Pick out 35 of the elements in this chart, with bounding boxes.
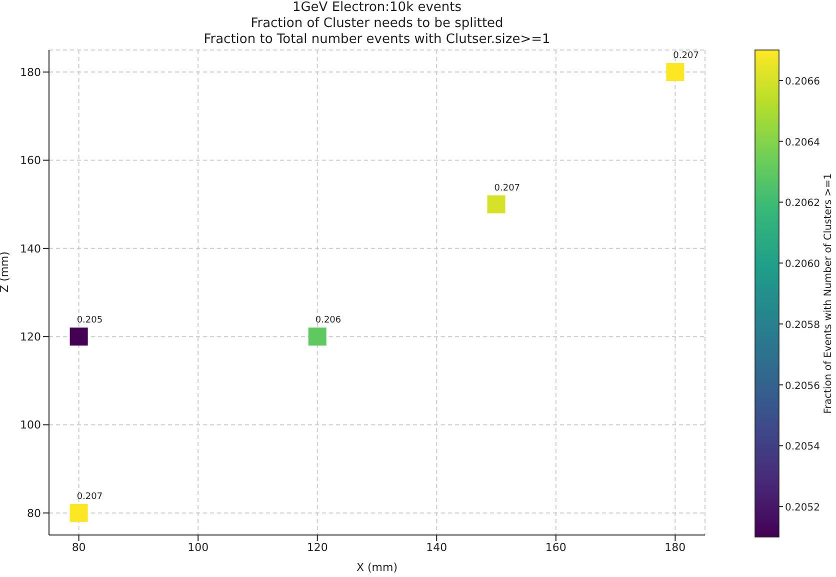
color-bar-label: 0.2056 [785, 380, 820, 392]
color-bar-label: 0.2054 [785, 442, 820, 453]
y-tick-label: 100 [20, 418, 41, 432]
y-tick-label: 80 [27, 506, 41, 520]
x-tick-label: 120 [306, 540, 328, 554]
y-axis-title: Z (mm) [0, 251, 11, 292]
point [487, 195, 506, 214]
x-tick-label: 180 [664, 540, 686, 554]
color-bar-label: 0.2058 [785, 320, 820, 331]
chart-title: 1GeV Electron:10k events [291, 0, 463, 16]
y-tick-label: 180 [20, 66, 41, 79]
point [70, 504, 88, 522]
color-bar-label: 0.2060 [785, 259, 820, 270]
color-bar-label: 0.2066 [785, 76, 820, 88]
point [666, 63, 684, 82]
chart-subtitle: Fraction of Cluster needs to be splitted Fraction to Total number events with Clutser.size>=1 [202, 16, 552, 48]
x-tick-label: 80 [72, 540, 86, 554]
annotation: 0.206 [315, 316, 342, 326]
annotation: 0.207 [76, 492, 103, 502]
x-tick-label: 100 [188, 540, 209, 554]
point [308, 328, 326, 346]
x-tick-label: 140 [426, 540, 448, 554]
x-axis-title: X (mm) [356, 561, 398, 574]
color-bar-label: 0.2062 [785, 198, 820, 210]
point [70, 328, 88, 346]
annotation: 0.205 [76, 316, 103, 326]
annotation: 0.207 [673, 51, 699, 62]
y-tick-label: 160 [20, 154, 41, 168]
y-tick-label: 120 [20, 330, 41, 344]
color-bar-title: Fraction of Events with Number of Clusters >=1 [823, 173, 834, 414]
y-tick-label: 140 [20, 242, 41, 256]
color-bar-label: 0.2064 [785, 137, 820, 148]
x-tick-label: 160 [545, 540, 566, 554]
annotation: 0.207 [494, 183, 520, 194]
color-bar-label: 0.2052 [785, 502, 820, 514]
